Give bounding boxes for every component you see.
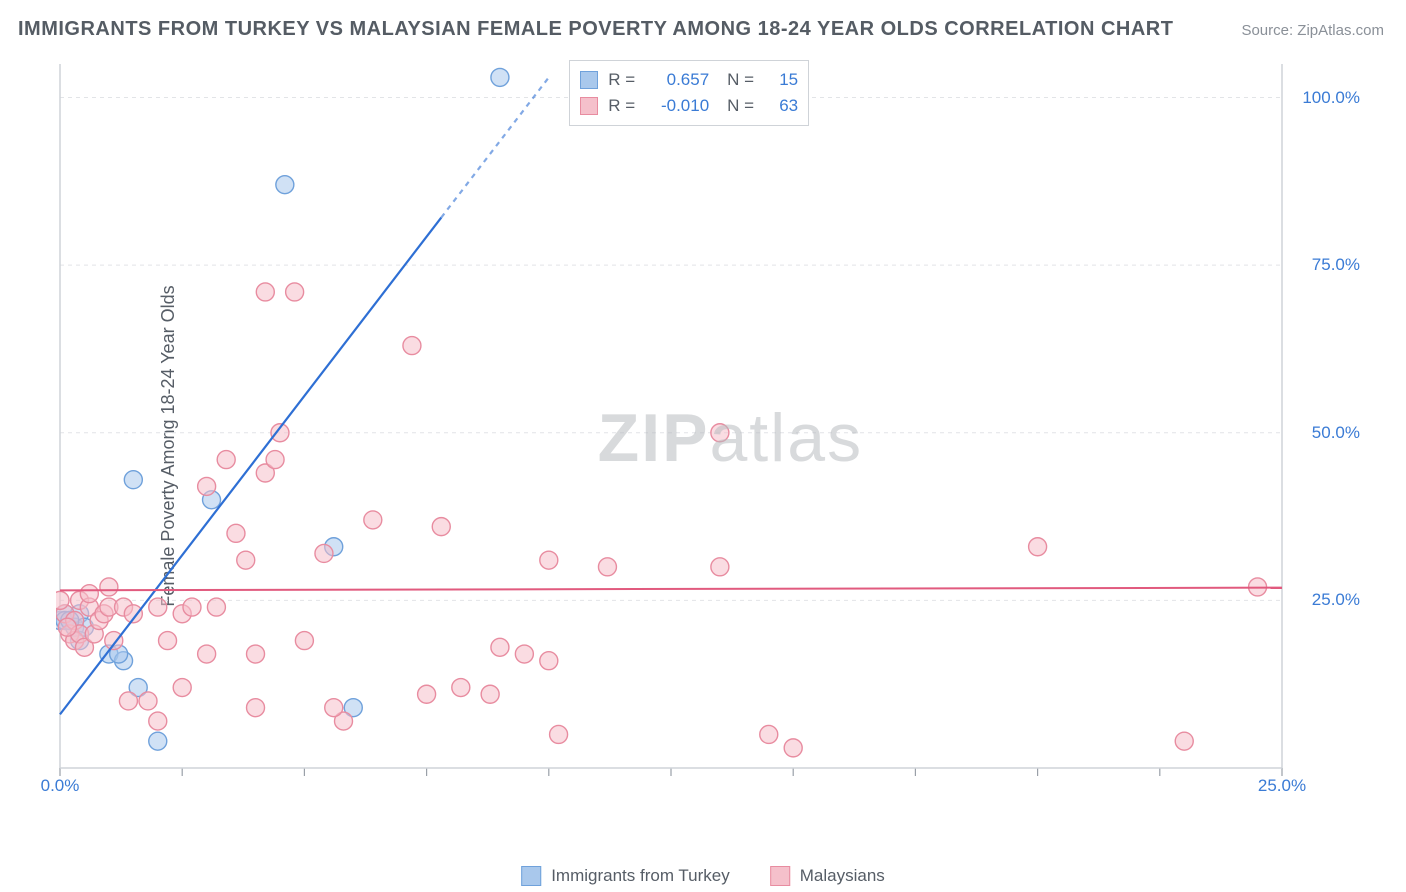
correlation-legend-box: R =0.657 N =15R =-0.010 N =63 xyxy=(569,60,809,126)
legend-bottom: Immigrants from Turkey Malaysians xyxy=(521,866,885,886)
chart-title: IMMIGRANTS FROM TURKEY VS MALAYSIAN FEMA… xyxy=(18,18,1173,41)
series-swatch xyxy=(580,71,598,89)
y-tick-label: 75.0% xyxy=(1312,255,1360,275)
legend-item: Malaysians xyxy=(770,866,885,886)
legend-item: Immigrants from Turkey xyxy=(521,866,730,886)
legend-swatch xyxy=(770,866,790,886)
series-swatch xyxy=(580,97,598,115)
y-tick-label: 50.0% xyxy=(1312,423,1360,443)
x-tick-label: 0.0% xyxy=(41,776,80,796)
chart-container: IMMIGRANTS FROM TURKEY VS MALAYSIAN FEMA… xyxy=(0,0,1406,892)
source-attribution: Source: ZipAtlas.com xyxy=(1241,22,1384,39)
y-tick-label: 100.0% xyxy=(1302,88,1360,108)
correlation-row: R =-0.010 N =63 xyxy=(580,93,798,119)
legend-label: Immigrants from Turkey xyxy=(551,866,730,886)
scatter-svg xyxy=(56,58,1372,810)
y-tick-label: 25.0% xyxy=(1312,590,1360,610)
x-tick-label: 25.0% xyxy=(1258,776,1306,796)
legend-swatch xyxy=(521,866,541,886)
correlation-row: R =0.657 N =15 xyxy=(580,67,798,93)
legend-label: Malaysians xyxy=(800,866,885,886)
plot-area: 25.0%50.0%75.0%100.0% 0.0%25.0% ZIPatlas… xyxy=(56,58,1372,810)
